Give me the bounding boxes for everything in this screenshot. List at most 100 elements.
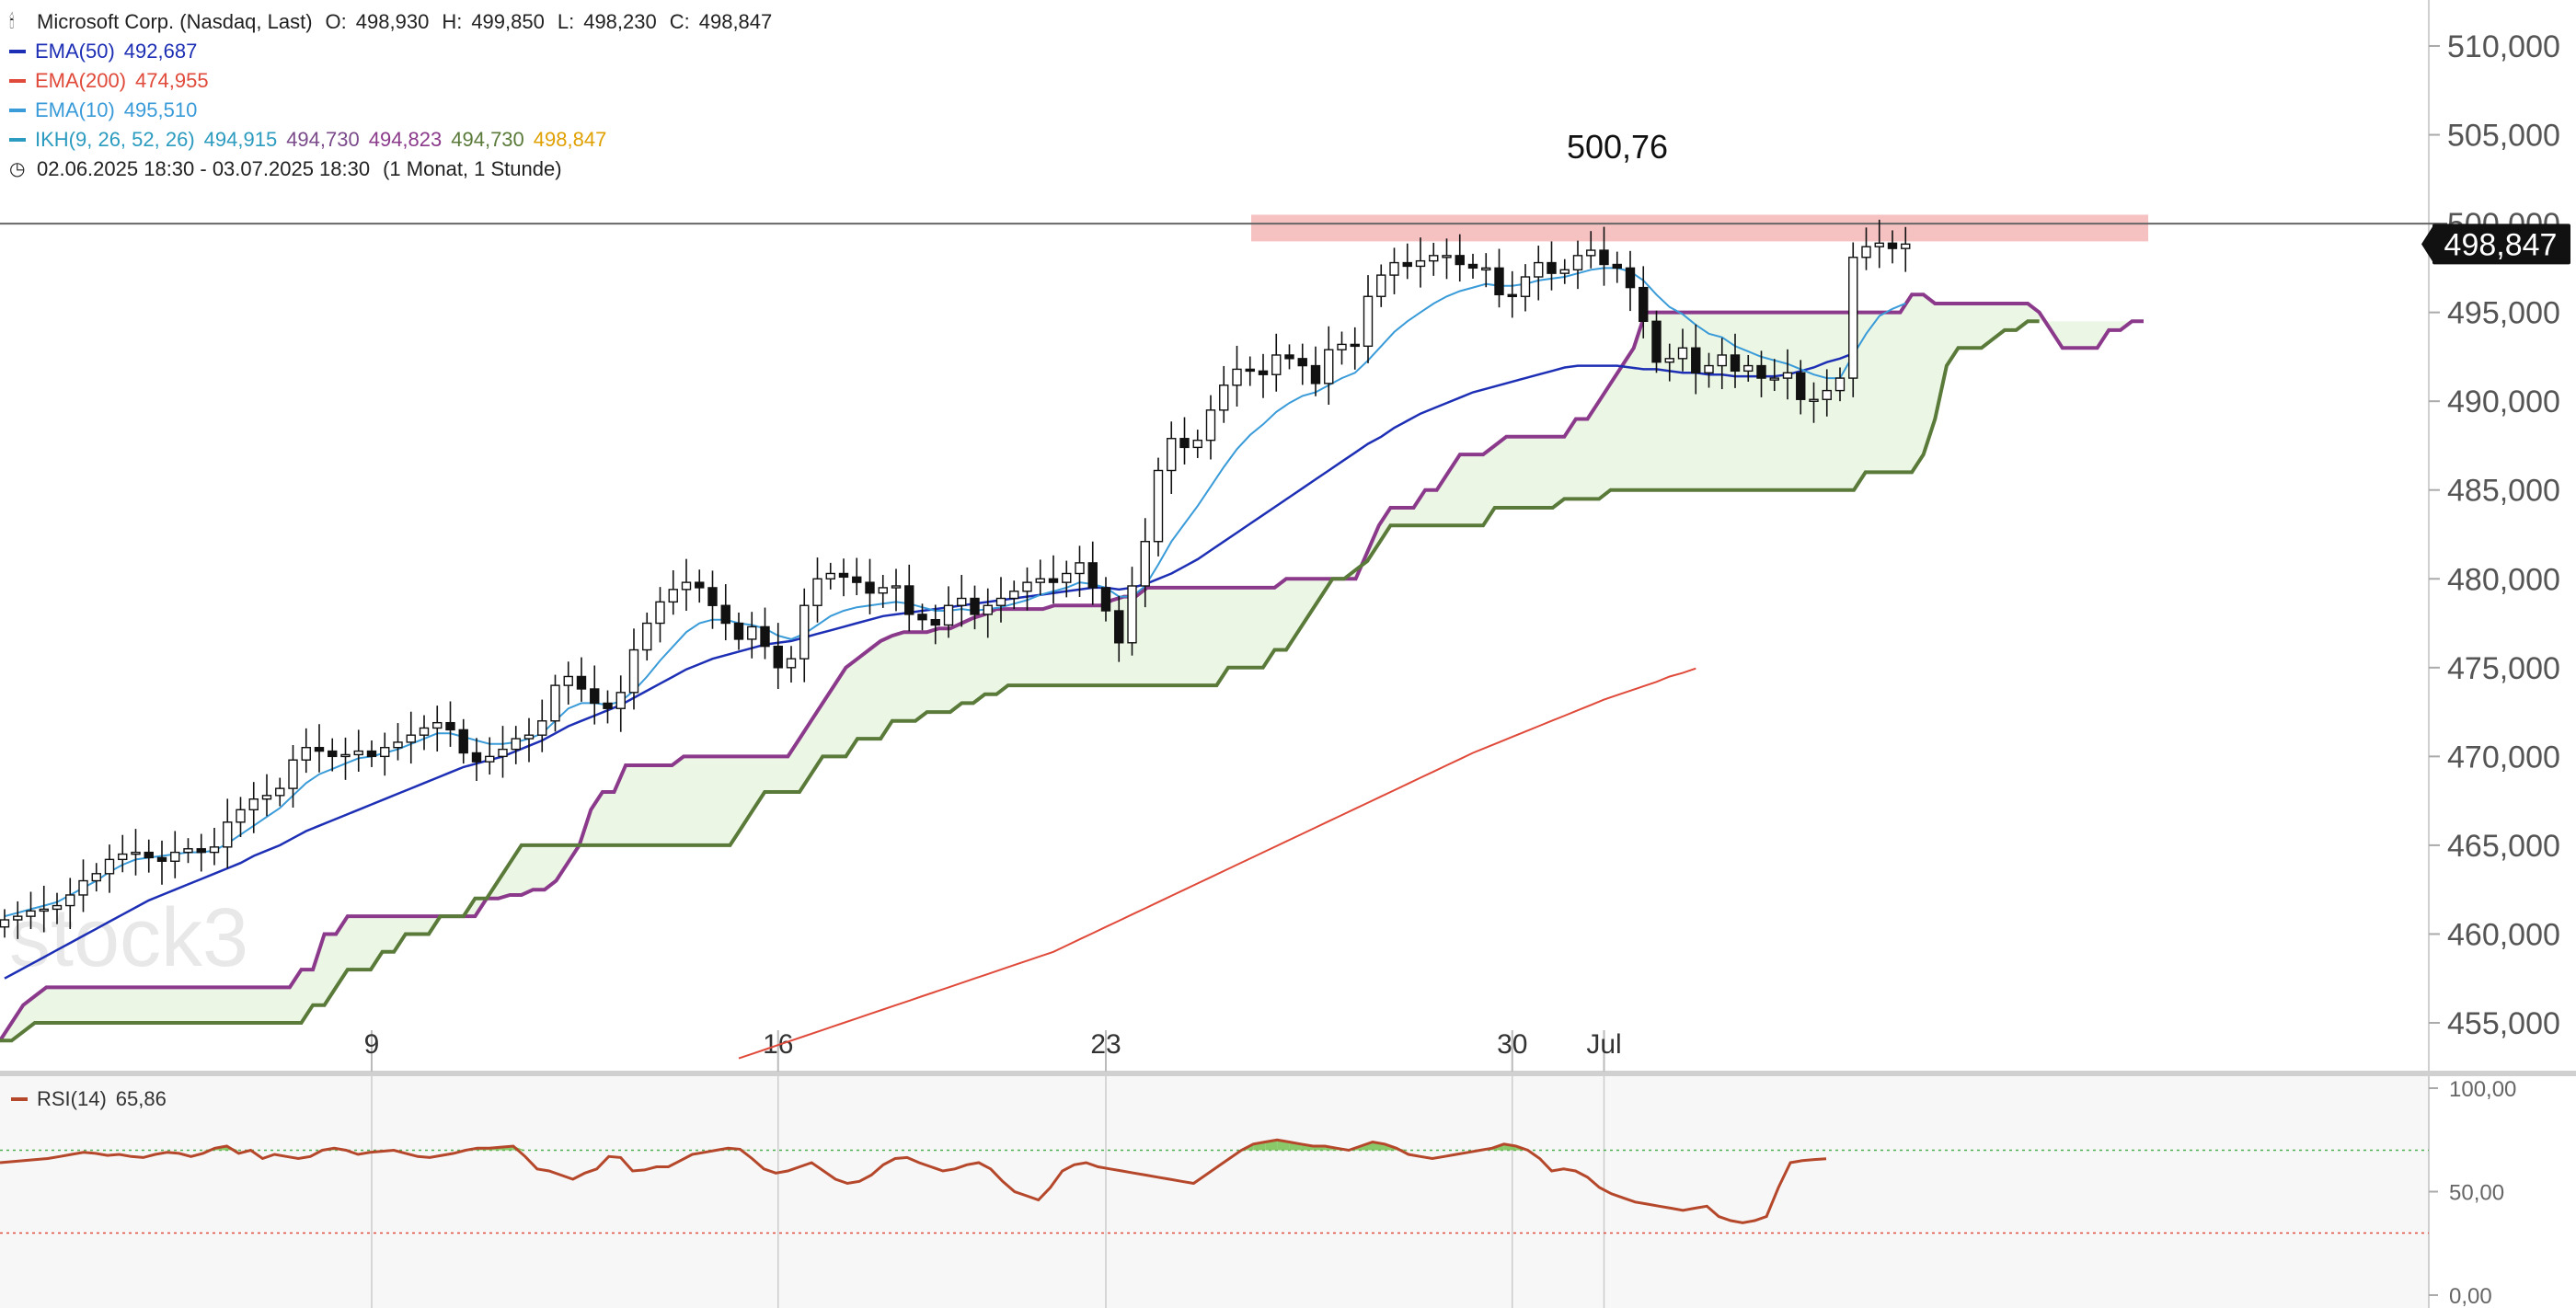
candle-body[interactable] <box>1363 295 1374 348</box>
legend-ikh[interactable]: IKH(9, 26, 52, 26) 494,915 494,730 494,8… <box>9 125 772 155</box>
candle-body[interactable] <box>786 658 797 669</box>
candle-body[interactable] <box>1179 438 1190 449</box>
rsi-legend[interactable]: RSI(14) 65,86 <box>11 1087 167 1111</box>
candle-body[interactable] <box>615 692 626 709</box>
candle-body[interactable] <box>1455 255 1465 266</box>
candle-body[interactable] <box>1429 255 1439 262</box>
candle-body[interactable] <box>878 587 888 594</box>
candle-body[interactable] <box>236 809 246 823</box>
candle-body[interactable] <box>1809 398 1819 402</box>
candle-body[interactable] <box>1717 354 1727 367</box>
candle-body[interactable] <box>1796 372 1806 400</box>
candle-body[interactable] <box>471 752 482 763</box>
candle-body[interactable] <box>1639 286 1649 322</box>
candle-body[interactable] <box>642 622 652 651</box>
candle-body[interactable] <box>537 720 547 736</box>
candle-body[interactable] <box>288 759 298 789</box>
candle-body[interactable] <box>1572 255 1583 270</box>
candle-body[interactable] <box>1297 358 1307 367</box>
candle-body[interactable] <box>983 604 993 615</box>
candle-body[interactable] <box>118 853 128 861</box>
legend-ema200[interactable]: EMA(200) 474,955 <box>9 66 772 96</box>
candle-body[interactable] <box>498 748 508 758</box>
candle-body[interactable] <box>1442 255 1452 258</box>
candle-body[interactable] <box>353 750 363 756</box>
candle-body[interactable] <box>1192 439 1202 449</box>
candle-body[interactable] <box>1389 261 1399 276</box>
candle-body[interactable] <box>603 702 613 709</box>
candle-body[interactable] <box>707 587 718 606</box>
candle-body[interactable] <box>406 734 416 743</box>
candle-body[interactable] <box>1834 377 1846 392</box>
candle-body[interactable] <box>1848 257 1858 379</box>
legend-ema50[interactable]: EMA(50) 492,687 <box>9 37 772 66</box>
candle-body[interactable] <box>1245 368 1255 373</box>
candle-body[interactable] <box>970 597 980 615</box>
candle-body[interactable] <box>1467 263 1478 270</box>
candle-body[interactable] <box>1153 469 1164 543</box>
candle-body[interactable] <box>1534 261 1544 278</box>
candle-body[interactable] <box>1100 587 1111 612</box>
legend-ema10[interactable]: EMA(10) 495,510 <box>9 96 772 125</box>
candle-body[interactable] <box>261 795 272 800</box>
candle-body[interactable] <box>209 846 220 854</box>
candle-body[interactable] <box>995 597 1006 606</box>
candle-body[interactable] <box>1402 261 1412 268</box>
candle-body[interactable] <box>432 721 443 729</box>
candle-body[interactable] <box>1324 349 1334 384</box>
candle-body[interactable] <box>458 729 468 754</box>
candle-body[interactable] <box>170 851 180 862</box>
candle-body[interactable] <box>1114 610 1124 644</box>
ema200-line[interactable] <box>738 667 1696 1060</box>
candle-body[interactable] <box>1219 384 1229 411</box>
candle-body[interactable] <box>550 684 560 722</box>
candle-body[interactable] <box>1743 364 1754 373</box>
candle-body[interactable] <box>1232 368 1242 386</box>
candle-body[interactable] <box>1009 591 1019 600</box>
candle-body[interactable] <box>891 585 902 589</box>
candle-body[interactable] <box>799 604 810 660</box>
candle-body[interactable] <box>1769 377 1779 381</box>
candle-body[interactable] <box>1887 242 1898 249</box>
candle-body[interactable] <box>1350 343 1360 348</box>
candle-body[interactable] <box>1822 389 1832 400</box>
candle-body[interactable] <box>865 581 875 594</box>
candle-body[interactable] <box>275 787 285 797</box>
candle-body[interactable] <box>65 894 75 907</box>
candle-body[interactable] <box>0 919 10 928</box>
candle-body[interactable] <box>825 572 835 579</box>
candle-body[interactable] <box>301 747 311 761</box>
candle-body[interactable] <box>13 915 23 921</box>
senkou-span-b[interactable] <box>0 319 2040 1043</box>
candle-body[interactable] <box>1625 267 1636 289</box>
candle-body[interactable] <box>1507 293 1517 298</box>
candle-body[interactable] <box>733 622 744 640</box>
candle-body[interactable] <box>957 597 967 606</box>
candle-body[interactable] <box>812 578 822 606</box>
candle-body[interactable] <box>1258 370 1269 375</box>
candle-body[interactable] <box>223 821 233 848</box>
candle-body[interactable] <box>1494 267 1504 296</box>
candle-body[interactable] <box>655 601 665 625</box>
candle-body[interactable] <box>1547 261 1557 274</box>
candle-body[interactable] <box>681 581 692 591</box>
ema10-line[interactable] <box>4 267 1906 918</box>
candle-body[interactable] <box>720 604 730 625</box>
candle-body[interactable] <box>328 750 338 758</box>
candle-body[interactable] <box>445 721 455 731</box>
candle-body[interactable] <box>1730 354 1741 373</box>
candle-body[interactable] <box>485 755 495 763</box>
candle-body[interactable] <box>523 734 535 740</box>
candle-body[interactable] <box>1205 409 1216 442</box>
candle-body[interactable] <box>52 904 63 911</box>
rsi-line[interactable] <box>0 1138 1827 1224</box>
candle-body[interactable] <box>1337 343 1347 350</box>
candle-body[interactable] <box>590 688 600 705</box>
candle-body[interactable] <box>1140 541 1150 587</box>
candle-body[interactable] <box>144 851 154 859</box>
candle-body[interactable] <box>1048 578 1059 583</box>
candle-body[interactable] <box>1691 347 1701 373</box>
candle-body[interactable] <box>668 589 678 603</box>
candle-body[interactable] <box>563 675 573 686</box>
candle-body[interactable] <box>1704 364 1714 373</box>
